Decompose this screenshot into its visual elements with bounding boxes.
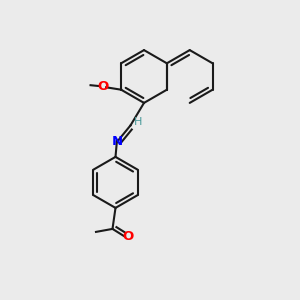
Text: O: O	[97, 80, 108, 93]
Text: H: H	[134, 117, 142, 128]
Text: O: O	[123, 230, 134, 243]
Text: N: N	[111, 135, 123, 148]
